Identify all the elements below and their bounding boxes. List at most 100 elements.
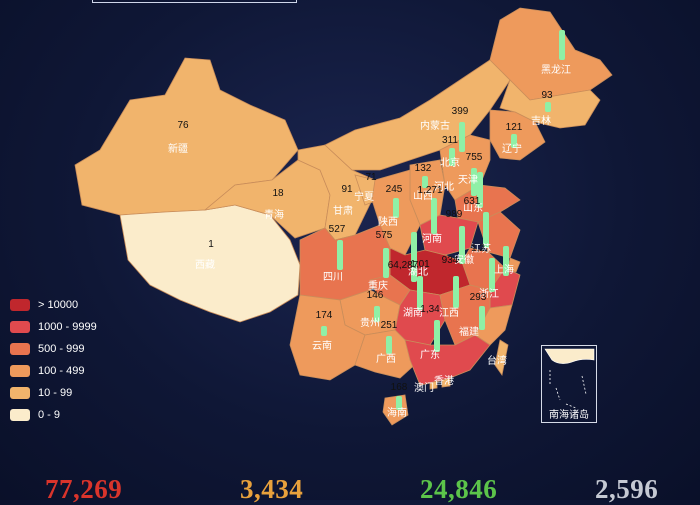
province-bar bbox=[559, 30, 565, 60]
province-value: 311 bbox=[442, 135, 458, 146]
province-bar bbox=[383, 248, 389, 278]
province-name: 海南 bbox=[387, 406, 407, 419]
legend-item: 500 - 999 bbox=[10, 338, 97, 360]
stats-bar: 77,269 3,434 24,846 2,596 bbox=[0, 474, 700, 504]
province-region[interactable] bbox=[489, 109, 546, 161]
province-name: 河南 bbox=[422, 232, 442, 245]
legend-label: 0 - 9 bbox=[38, 409, 61, 421]
legend-swatch bbox=[10, 299, 30, 311]
province-bar bbox=[545, 102, 551, 112]
province-bar bbox=[431, 198, 437, 234]
legend-label: 10 - 99 bbox=[38, 387, 73, 399]
province-value: 121 bbox=[506, 122, 523, 133]
province-value: 93 bbox=[541, 90, 553, 101]
province-name: 青海 bbox=[264, 208, 284, 221]
province-value: 132 bbox=[415, 163, 432, 174]
province-name: 安徽 bbox=[454, 253, 474, 266]
south-china-sea-inset: 南海诸岛 bbox=[541, 345, 597, 423]
legend-label: > 10000 bbox=[38, 299, 79, 311]
province-name: 河北 bbox=[434, 181, 454, 193]
province-name: 上海 bbox=[494, 263, 514, 276]
legend-item: 0 - 9 bbox=[10, 404, 97, 426]
legend-swatch bbox=[10, 321, 30, 333]
province-bar bbox=[449, 148, 455, 166]
province-name: 江苏 bbox=[471, 242, 491, 255]
inset-label: 南海诸岛 bbox=[549, 410, 589, 421]
stat-recovered: 24,846 bbox=[420, 474, 498, 504]
legend-item: > 10000 bbox=[10, 294, 97, 316]
province-value: 631 bbox=[464, 196, 481, 207]
province-name: 西藏 bbox=[195, 259, 215, 271]
legend-swatch bbox=[10, 387, 30, 399]
province-bar bbox=[477, 172, 483, 208]
province-region[interactable] bbox=[441, 377, 451, 388]
province-bar bbox=[453, 276, 459, 308]
province-value: 1,34 bbox=[420, 304, 440, 315]
legend-label: 500 - 999 bbox=[38, 343, 85, 355]
province-name: 澳门 bbox=[414, 381, 434, 394]
province-value: 989 bbox=[446, 209, 463, 220]
province-value: 91 bbox=[341, 184, 353, 195]
province-bar bbox=[337, 240, 343, 270]
province-name: 云南 bbox=[312, 339, 332, 352]
legend-item: 10 - 99 bbox=[10, 382, 97, 404]
province-region[interactable] bbox=[494, 339, 509, 376]
legend-swatch bbox=[10, 409, 30, 421]
province-region[interactable] bbox=[324, 34, 521, 171]
province-value: 168 bbox=[391, 382, 408, 393]
province-value: 1,2 bbox=[471, 243, 485, 254]
province-name: 宁夏 bbox=[354, 190, 374, 203]
province-value: 1,01 bbox=[410, 259, 430, 270]
province-value: 1 bbox=[208, 239, 214, 250]
province-name: 山东 bbox=[463, 201, 483, 214]
province-name: 江西 bbox=[439, 307, 459, 319]
province-value: 18 bbox=[272, 188, 284, 199]
legend-label: 1000 - 9999 bbox=[38, 321, 97, 333]
province-name: 重庆 bbox=[368, 279, 388, 292]
province-bar bbox=[422, 176, 428, 188]
province-value: 399 bbox=[452, 106, 469, 117]
province-name: 湖南 bbox=[403, 306, 423, 319]
province-name: 四川 bbox=[323, 272, 343, 283]
province-name: 内蒙古 bbox=[420, 119, 450, 132]
province-bar bbox=[386, 336, 392, 354]
inset-islands-graphic bbox=[544, 348, 595, 409]
legend-swatch bbox=[10, 365, 30, 377]
province-value: 64,287 bbox=[388, 260, 419, 271]
province-bar bbox=[321, 326, 327, 336]
province-bar bbox=[396, 396, 402, 410]
province-region[interactable] bbox=[354, 329, 421, 379]
legend-label: 100 - 499 bbox=[38, 365, 85, 377]
province-name: 浙江 bbox=[479, 288, 499, 300]
province-value: 174 bbox=[316, 310, 333, 321]
province-name: 山西 bbox=[413, 190, 433, 202]
province-bar bbox=[374, 306, 380, 322]
province-name: 福建 bbox=[459, 325, 479, 338]
province-value: 146 bbox=[367, 290, 384, 301]
province-bar bbox=[417, 276, 423, 310]
province-name: 黑龙江 bbox=[541, 63, 571, 76]
province-name: 广东 bbox=[420, 348, 440, 361]
province-value: 755 bbox=[466, 152, 483, 163]
province-value: 245 bbox=[386, 184, 403, 195]
province-name: 广西 bbox=[376, 353, 396, 365]
legend-item: 1000 - 9999 bbox=[10, 316, 97, 338]
province-value: 575 bbox=[376, 230, 393, 241]
province-value: 71 bbox=[365, 172, 377, 183]
legend-swatch bbox=[10, 343, 30, 355]
province-bar bbox=[459, 226, 465, 264]
province-region[interactable] bbox=[429, 380, 438, 390]
province-bar bbox=[511, 134, 517, 148]
legend: > 10000 1000 - 9999 500 - 999 100 - 499 … bbox=[10, 294, 97, 426]
province-bar bbox=[483, 212, 489, 248]
province-bar bbox=[393, 198, 399, 218]
top-box-frame bbox=[92, 0, 297, 3]
province-value: 934 bbox=[442, 255, 459, 266]
province-name: 新疆 bbox=[168, 142, 188, 155]
province-region[interactable] bbox=[404, 334, 491, 386]
province-value: 251 bbox=[381, 320, 398, 331]
stat-confirmed: 77,269 bbox=[45, 474, 123, 504]
province-name: 北京 bbox=[440, 156, 460, 169]
stat-suspected: 3,434 bbox=[240, 474, 304, 504]
